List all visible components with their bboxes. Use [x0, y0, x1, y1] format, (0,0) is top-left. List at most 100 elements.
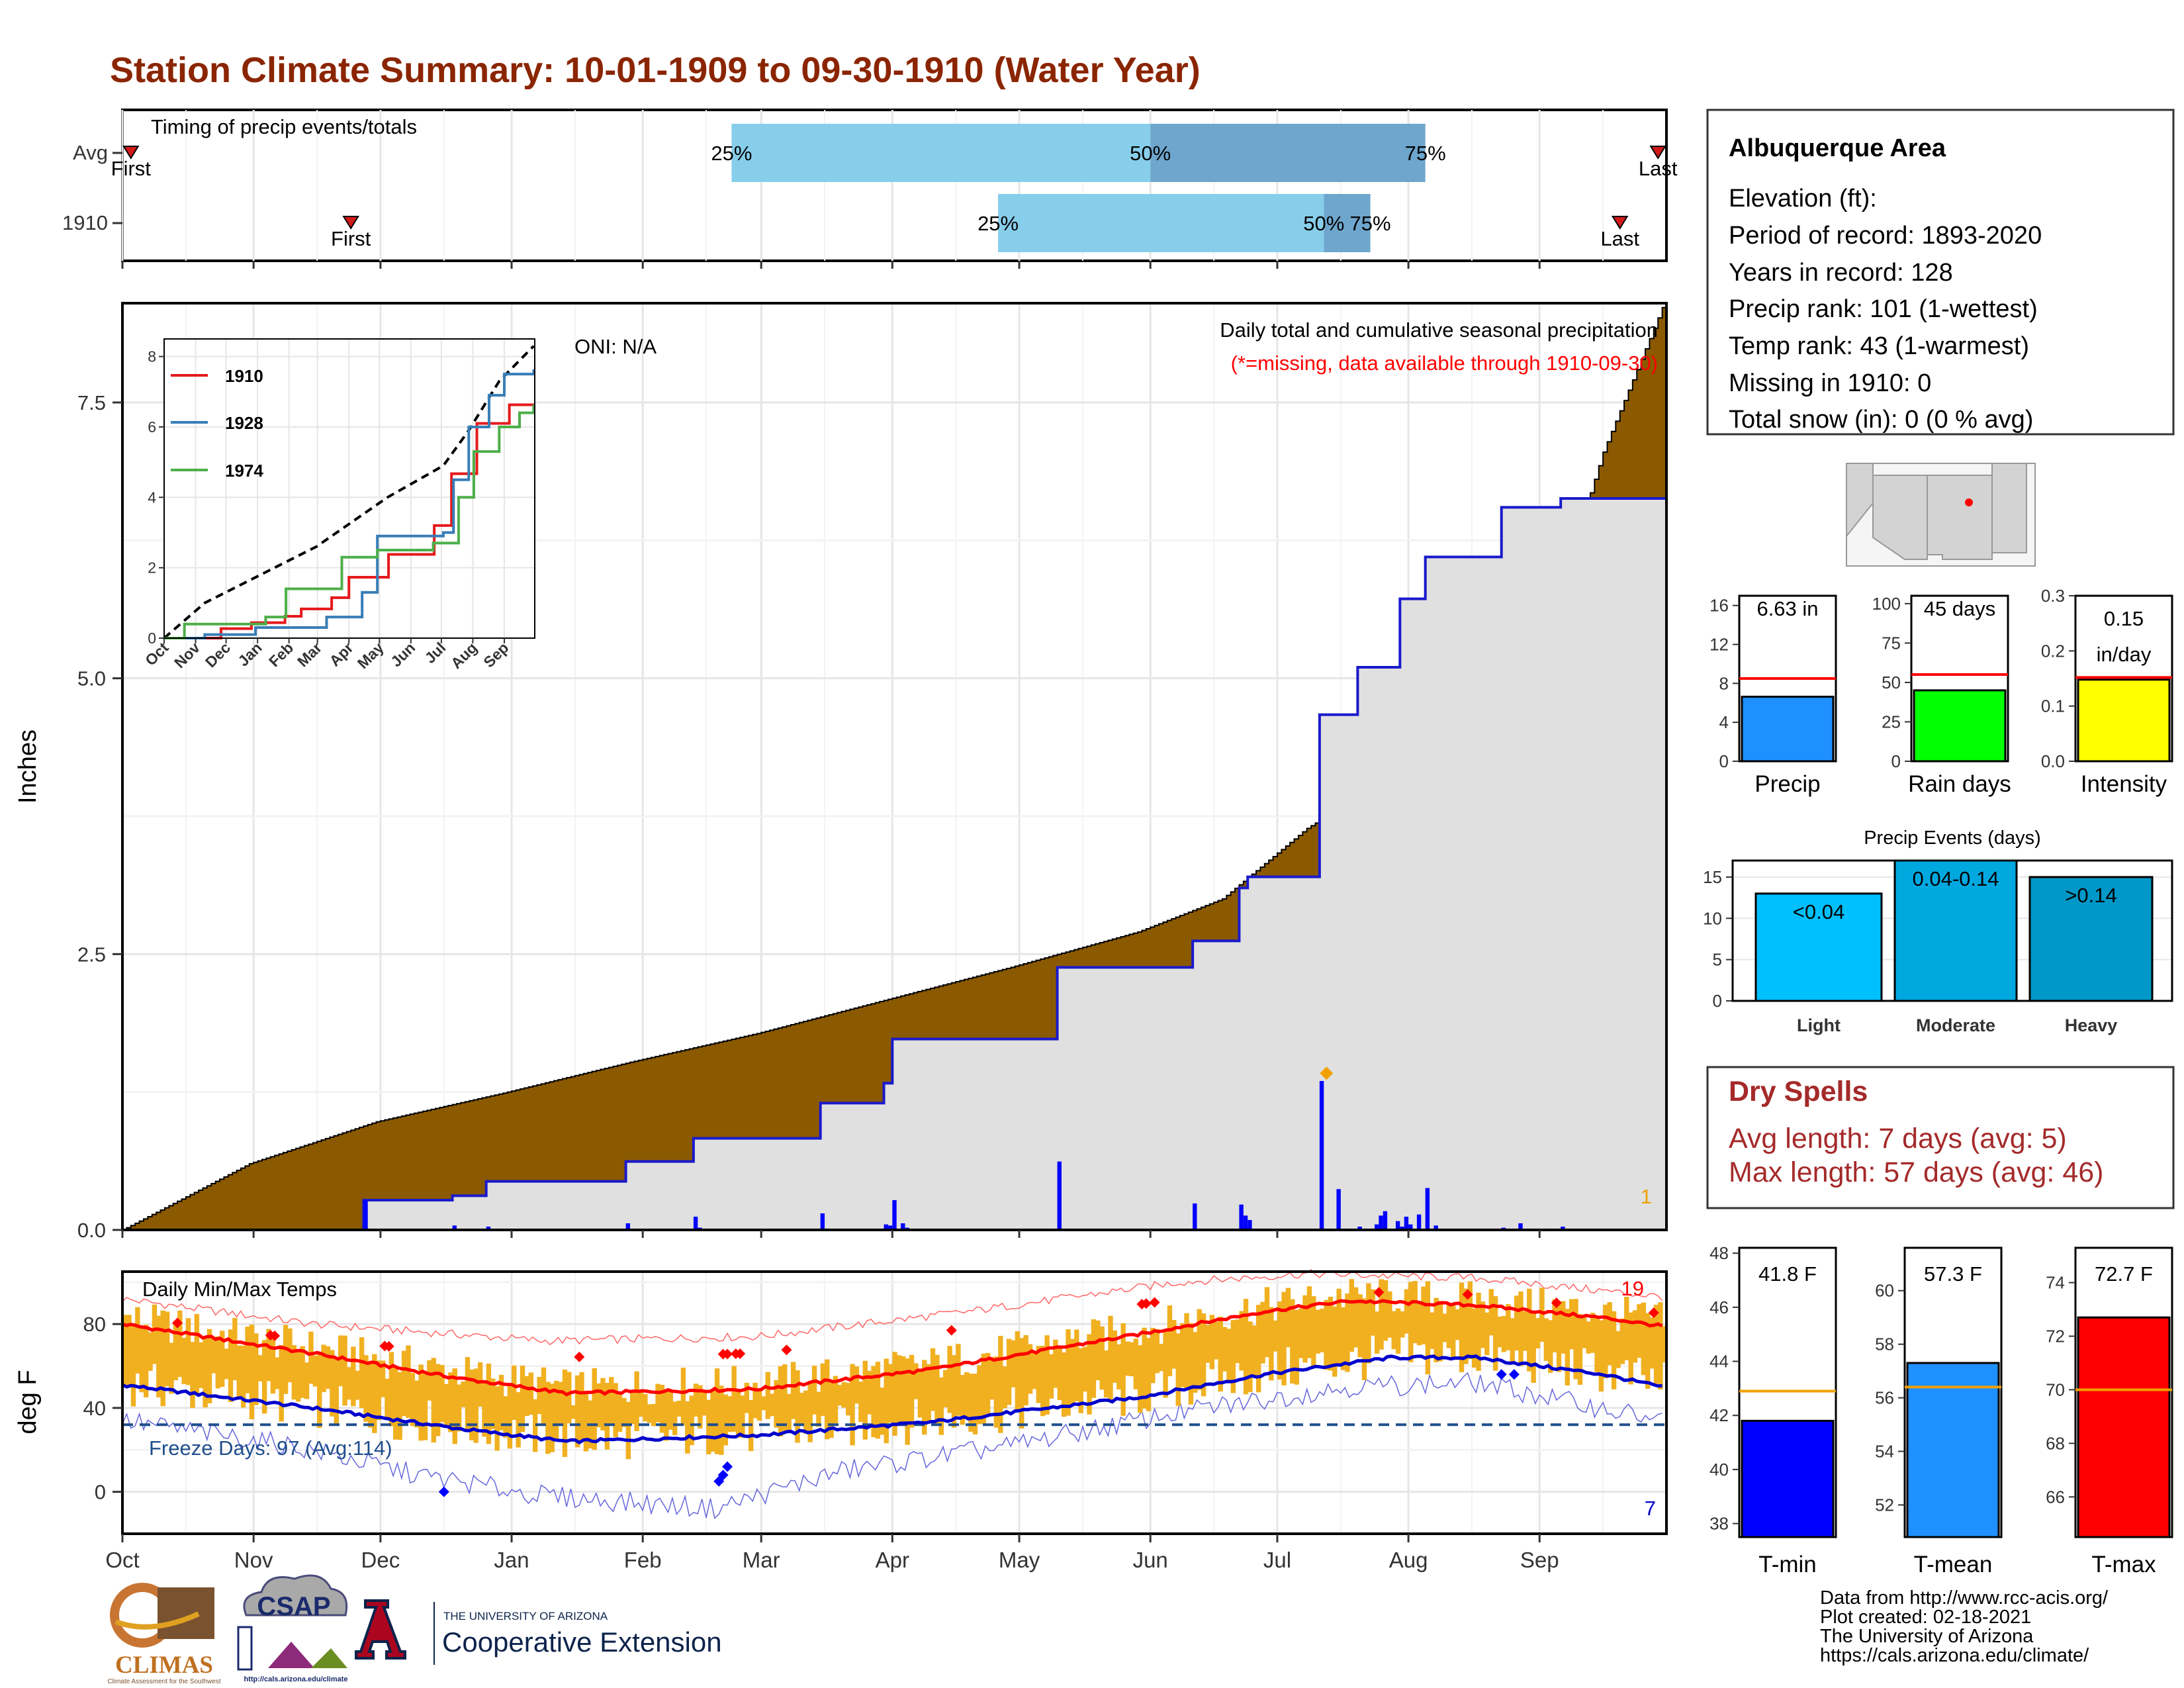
temp-range-bar-320	[1476, 1292, 1481, 1371]
record-high-count: 19	[1621, 1277, 1644, 1300]
temp-range-bar-258	[1214, 1322, 1219, 1360]
temp-range-bar-153	[769, 1393, 775, 1417]
temp-range-bar-63	[388, 1352, 394, 1427]
daily-precip-bar-22	[1383, 1211, 1388, 1230]
temp-range-bar-143	[727, 1396, 733, 1432]
temp-range-bar-294	[1366, 1283, 1371, 1364]
rank-panel-intensity: 0.15 in/day 0.0 0.1 0.2 0.3 Intensity	[2041, 586, 2173, 797]
temp-range-bar-2	[130, 1323, 136, 1407]
temp-range-bar-334	[1535, 1318, 1541, 1348]
temp-range-bar-313	[1446, 1305, 1452, 1348]
temp-range-bar-231	[1099, 1326, 1105, 1390]
timing-label-25-0: 25%	[711, 142, 752, 165]
temp-range-bar-224	[1069, 1338, 1075, 1405]
temp-range-bar-30	[249, 1325, 255, 1419]
daily-precip-bar-28	[1425, 1188, 1430, 1230]
events-category-heavy: Heavy	[2065, 1015, 2118, 1035]
temp-range-bar-328	[1510, 1318, 1515, 1363]
temp-range-bar-42	[300, 1346, 305, 1398]
temp-range-bar-44	[308, 1331, 314, 1384]
temp-range-bar-28	[240, 1345, 246, 1408]
rank-panel-precip: 6.63 in 0 4 8 12 16 Precip	[1709, 594, 1837, 797]
record-high-marker-16	[1462, 1289, 1473, 1300]
map-arizona	[1872, 475, 1928, 560]
temp-range-bar-31	[253, 1333, 259, 1405]
temp-range-bar-99	[541, 1367, 547, 1426]
rank-bar-panels: 6.63 in 0 4 8 12 16 Precip 45 days 0 25 50 75 100 Rai…	[1709, 586, 2173, 797]
temp-range-bar-56	[359, 1337, 365, 1408]
station-box: Albuquerque Area Elevation (ft): Period …	[1706, 109, 2175, 436]
temp-range-bar-216	[1036, 1346, 1042, 1403]
inset-ytick-label-1: 2	[148, 559, 156, 577]
dry-spells-max-length: Max length: 57 days (avg: 46)	[1729, 1156, 2103, 1188]
temp-range-bar-144	[731, 1366, 737, 1432]
climas-logo: CLIMAS Climate Assessment for the Southw…	[107, 1583, 221, 1685]
temp-rank-ytick-label-4: 74	[2046, 1273, 2065, 1293]
temp-range-bar-69	[414, 1380, 420, 1428]
rank-ytick-label-3: 0.3	[2041, 586, 2065, 606]
daily-precip-bars	[363, 1081, 1565, 1230]
temp-range-bar-290	[1349, 1279, 1355, 1352]
map-new-mexico	[1927, 475, 1993, 560]
temp-range-bar-71	[422, 1371, 428, 1440]
temp-range-bar-229	[1091, 1319, 1097, 1398]
temp-range-bar-51	[338, 1335, 343, 1387]
temp-range-bar-22	[215, 1336, 221, 1389]
events-bar-light	[1754, 892, 1883, 1002]
location-map	[1846, 463, 2036, 567]
temp-range-bar-272	[1273, 1320, 1278, 1352]
temp-range-bar-217	[1040, 1346, 1046, 1417]
temp-range-bar-265	[1243, 1299, 1249, 1395]
temp-range-bar-214	[1027, 1344, 1033, 1394]
temp-range-bar-347	[1590, 1313, 1596, 1353]
temp-range-bar-129	[668, 1391, 673, 1430]
temp-range-bar-78	[452, 1368, 457, 1444]
station-location-marker	[1965, 498, 1973, 506]
temp-range-bar-223	[1066, 1329, 1071, 1416]
temp-range-bar-244	[1154, 1329, 1160, 1374]
temp-range-bar-250	[1179, 1323, 1185, 1387]
temp-range-bar-202	[977, 1365, 982, 1425]
temp-range-bar-358	[1637, 1304, 1642, 1358]
temp-range-bar-245	[1158, 1344, 1164, 1372]
temp-range-bar-332	[1527, 1288, 1532, 1372]
temp-range-bar-45	[312, 1355, 318, 1387]
temp-range-bar-57	[363, 1355, 369, 1422]
daily-precip-bar-18	[1336, 1189, 1341, 1230]
temp-rank-panel-t-max: 72.7 F 66 68 70 72 74 T-max	[2046, 1246, 2173, 1577]
temp-y-label: deg F	[14, 1370, 42, 1434]
temp-rank-ytick-label-0: 38	[1709, 1514, 1729, 1534]
temp-range-bar-80	[461, 1382, 466, 1407]
temp-range-bar-175	[862, 1360, 868, 1440]
station-line-temp-rank: Temp rank: 43 (1-warmest)	[1729, 332, 2029, 360]
temp-range-bar-287	[1336, 1288, 1342, 1365]
temp-range-bar-58	[367, 1360, 373, 1428]
temp-range-bar-203	[981, 1353, 986, 1425]
temp-range-bar-29	[245, 1327, 250, 1393]
temp-range-bar-61	[380, 1360, 386, 1397]
temp-range-bar-40	[291, 1345, 297, 1400]
record-high-marker-15	[1373, 1287, 1385, 1298]
daily-precip-bar-31	[1518, 1223, 1523, 1230]
station-line-snow: Total snow (in): 0 (0 % avg)	[1729, 406, 2033, 434]
temp-range-bar-310	[1433, 1297, 1439, 1362]
temp-range-bar-194	[943, 1370, 948, 1407]
temp-range-bar-299	[1387, 1291, 1392, 1338]
temp-range-bar-363	[1658, 1302, 1663, 1390]
temp-rank-panel-label: T-mean	[1914, 1552, 1993, 1577]
year-cumulative-precip-area	[122, 498, 1666, 1230]
timing-bars: 25% 50% 75% First Last 25% 50% 75% First Last	[111, 124, 1678, 269]
temp-range-bar-91	[507, 1385, 513, 1449]
daily-precip-bar-13	[1193, 1203, 1197, 1230]
temp-range-bar-75	[439, 1365, 445, 1423]
temp-range-bar-127	[659, 1385, 665, 1433]
temp-range-bar-305	[1412, 1281, 1418, 1344]
temp-range-bar-273	[1277, 1301, 1283, 1380]
month-label-Jun: Jun	[1133, 1548, 1168, 1572]
temp-range-bar-34	[266, 1329, 271, 1382]
station-line-precip-rank: Precip rank: 101 (1-wettest)	[1729, 295, 2038, 323]
month-label-Apr: Apr	[876, 1548, 909, 1572]
year-cumulative-precip-line	[359, 497, 1666, 1231]
temp-range-bar-62	[385, 1378, 390, 1420]
events-ytick-label-0: 0	[1713, 991, 1722, 1011]
